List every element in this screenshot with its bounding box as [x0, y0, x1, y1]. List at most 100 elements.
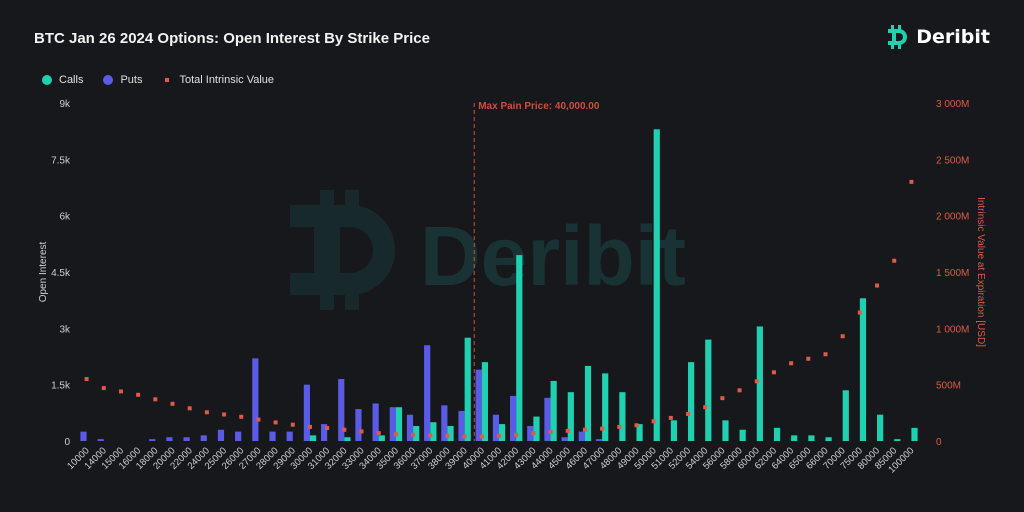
call-bar[interactable] [722, 420, 729, 441]
intrinsic-value-point[interactable] [617, 424, 622, 429]
put-bar[interactable] [303, 384, 310, 441]
call-bar[interactable] [413, 425, 420, 441]
intrinsic-value-point[interactable] [136, 392, 141, 397]
call-bar[interactable] [516, 255, 523, 441]
intrinsic-value-point[interactable] [548, 429, 553, 434]
put-bar[interactable] [406, 414, 414, 441]
intrinsic-value-point[interactable] [514, 432, 519, 437]
call-bar[interactable] [808, 435, 815, 441]
put-bar[interactable] [475, 369, 482, 441]
put-bar[interactable] [80, 431, 87, 441]
intrinsic-value-point[interactable] [445, 433, 450, 438]
intrinsic-value-point[interactable] [239, 414, 244, 419]
intrinsic-value-point[interactable] [737, 388, 742, 393]
put-bar[interactable] [252, 358, 259, 441]
put-bar[interactable] [235, 431, 242, 441]
put-bar[interactable] [441, 405, 448, 441]
put-bar[interactable] [166, 437, 173, 441]
call-bar[interactable] [309, 435, 317, 441]
intrinsic-value-point[interactable] [823, 352, 828, 357]
intrinsic-value-point[interactable] [222, 412, 227, 417]
intrinsic-value-point[interactable] [840, 334, 845, 339]
intrinsic-value-point[interactable] [307, 424, 312, 429]
call-bar[interactable] [499, 424, 506, 441]
intrinsic-value-point[interactable] [290, 422, 295, 427]
intrinsic-value-point[interactable] [651, 419, 656, 424]
put-bar[interactable] [389, 407, 396, 441]
intrinsic-value-point[interactable] [342, 427, 347, 432]
intrinsic-value-point[interactable] [428, 433, 433, 438]
put-bar[interactable] [527, 425, 534, 441]
intrinsic-value-point[interactable] [565, 428, 570, 433]
intrinsic-value-point[interactable] [273, 420, 278, 425]
intrinsic-value-point[interactable] [187, 406, 192, 411]
call-bar[interactable] [430, 422, 437, 441]
put-bar[interactable] [338, 379, 345, 441]
intrinsic-value-point[interactable] [256, 417, 261, 422]
call-bar[interactable] [825, 437, 832, 441]
intrinsic-value-point[interactable] [720, 396, 725, 401]
call-bar[interactable] [481, 362, 489, 441]
put-bar[interactable] [97, 439, 104, 441]
call-bar[interactable] [877, 414, 884, 441]
call-bar[interactable] [688, 362, 695, 441]
call-bar[interactable] [636, 424, 643, 441]
call-bar[interactable] [533, 416, 540, 441]
intrinsic-value-point[interactable] [892, 258, 897, 263]
call-bar[interactable] [653, 129, 660, 442]
put-bar[interactable] [269, 431, 276, 441]
call-bar[interactable] [464, 337, 471, 441]
put-bar[interactable] [458, 410, 465, 441]
put-bar[interactable] [544, 397, 551, 441]
put-bar[interactable] [355, 409, 362, 441]
call-bar[interactable] [344, 437, 351, 441]
call-bar[interactable] [894, 439, 901, 441]
intrinsic-value-point[interactable] [170, 401, 175, 406]
put-bar[interactable] [286, 431, 293, 441]
call-bar[interactable] [773, 427, 781, 441]
intrinsic-value-point[interactable] [153, 397, 158, 402]
put-bar[interactable] [492, 414, 499, 441]
call-bar[interactable] [842, 390, 849, 441]
legend-puts[interactable]: Puts [103, 74, 142, 86]
call-bar[interactable] [756, 326, 763, 441]
call-bar[interactable] [619, 392, 626, 441]
put-bar[interactable] [149, 439, 156, 441]
intrinsic-value-point[interactable] [668, 415, 673, 420]
call-bar[interactable] [791, 435, 798, 441]
intrinsic-value-point[interactable] [393, 432, 398, 437]
call-bar[interactable] [911, 427, 918, 441]
intrinsic-value-point[interactable] [703, 405, 708, 410]
call-bar[interactable] [447, 425, 454, 441]
call-bar[interactable] [378, 435, 385, 441]
intrinsic-value-point[interactable] [582, 427, 587, 432]
intrinsic-value-point[interactable] [497, 433, 501, 438]
call-bar[interactable] [602, 373, 609, 441]
legend-intrinsic[interactable]: Total Intrinsic Value [162, 74, 274, 86]
intrinsic-value-point[interactable] [909, 179, 914, 184]
call-bar[interactable] [859, 298, 867, 441]
intrinsic-value-point[interactable] [101, 386, 106, 391]
put-bar[interactable] [372, 403, 379, 441]
intrinsic-value-point[interactable] [771, 370, 776, 375]
legend-calls[interactable]: Calls [42, 74, 83, 86]
intrinsic-value-point[interactable] [600, 426, 605, 431]
put-bar[interactable] [200, 435, 207, 441]
call-bar[interactable] [670, 420, 678, 441]
intrinsic-value-point[interactable] [754, 379, 759, 384]
intrinsic-value-point[interactable] [531, 431, 536, 436]
call-bar[interactable] [584, 365, 592, 441]
intrinsic-value-point[interactable] [376, 431, 381, 436]
intrinsic-value-point[interactable] [118, 389, 123, 394]
intrinsic-value-point[interactable] [789, 361, 794, 366]
intrinsic-value-point[interactable] [462, 434, 467, 439]
intrinsic-value-point[interactable] [857, 310, 862, 315]
put-bar[interactable] [183, 437, 190, 441]
call-bar[interactable] [550, 380, 557, 441]
put-bar[interactable] [561, 437, 568, 441]
intrinsic-value-point[interactable] [634, 423, 639, 428]
call-bar[interactable] [705, 339, 712, 441]
intrinsic-value-point[interactable] [479, 434, 484, 439]
intrinsic-value-point[interactable] [325, 426, 330, 431]
call-bar[interactable] [395, 407, 403, 441]
